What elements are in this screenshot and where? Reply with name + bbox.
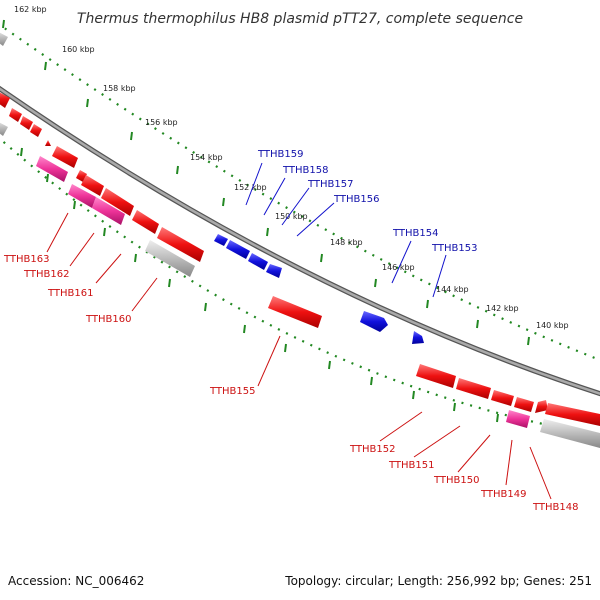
outer-major-tick bbox=[476, 319, 479, 329]
gene-red bbox=[20, 116, 33, 130]
gene-grey bbox=[540, 419, 600, 448]
backbone-ring bbox=[0, 85, 600, 397]
gene-blue bbox=[412, 331, 424, 344]
gene-red bbox=[45, 140, 51, 146]
topology-text: Topology: circular; Length: 256,992 bp; … bbox=[285, 574, 592, 588]
gene-red bbox=[545, 403, 600, 426]
inner-major-tick bbox=[73, 200, 76, 210]
gene-label-tthb163: TTHB163 bbox=[3, 254, 50, 265]
gene-label-tthb148: TTHB148 bbox=[532, 502, 579, 513]
gene-grey bbox=[145, 240, 195, 277]
gene-red bbox=[268, 296, 322, 328]
gene-pink bbox=[68, 184, 96, 208]
outer-major-tick bbox=[222, 197, 225, 207]
gene-blue bbox=[226, 240, 250, 259]
gene-label-tthb156: TTHB156 bbox=[333, 194, 380, 205]
inner-major-tick bbox=[370, 376, 373, 386]
gene-red bbox=[9, 108, 22, 122]
red-gene-labels: TTHB163 TTHB162 TTHB161 TTHB160 TTHB155 … bbox=[3, 254, 579, 513]
gene-red bbox=[157, 227, 204, 262]
gene-blue bbox=[360, 311, 388, 332]
gene-pink bbox=[506, 410, 530, 428]
outer-major-tick bbox=[527, 336, 530, 346]
outer-major-tick bbox=[320, 253, 323, 263]
inner-major-tick bbox=[20, 147, 23, 157]
outer-major-tick bbox=[266, 227, 269, 237]
gene-red bbox=[416, 364, 456, 388]
inner-major-tick bbox=[284, 343, 287, 353]
gene-red bbox=[491, 390, 514, 406]
gene-label-tthb160: TTHB160 bbox=[85, 314, 132, 325]
gene-grey bbox=[0, 122, 8, 136]
tick-label-group: 140 kbp 142 kbp 144 kbp 146 kbp 148 kbp 150 k… bbox=[14, 5, 569, 330]
inner-major-tick bbox=[328, 360, 331, 370]
gene-label-tthb150: TTHB150 bbox=[433, 475, 480, 486]
gene-label-tthb152: TTHB152 bbox=[349, 444, 396, 455]
gene-red bbox=[52, 146, 78, 168]
inner-major-tick bbox=[103, 227, 106, 237]
tick-label: 158 kbp bbox=[103, 84, 136, 93]
gene-label-tthb157: TTHB157 bbox=[307, 179, 354, 190]
gene-label-tthb153: TTHB153 bbox=[431, 243, 478, 254]
map-title: Thermus thermophilus HB8 plasmid pTT27, … bbox=[77, 11, 523, 27]
gene-blue bbox=[214, 234, 228, 246]
gene-label-tthb158: TTHB158 bbox=[282, 165, 329, 176]
gene-red bbox=[132, 210, 159, 234]
gene-red bbox=[101, 188, 134, 216]
gene-label-tthb149: TTHB149 bbox=[480, 489, 527, 500]
blue-gene-labels: TTHB159 TTHB158 TTHB157 TTHB156 TTHB154 … bbox=[257, 149, 478, 254]
tick-label: 154 kbp bbox=[190, 153, 223, 162]
tick-label: 160 kbp bbox=[62, 45, 95, 54]
gene-label-tthb154: TTHB154 bbox=[392, 228, 439, 239]
major-ticks bbox=[2, 19, 593, 443]
outer-major-tick bbox=[130, 131, 133, 141]
outer-major-tick bbox=[426, 299, 429, 309]
gene-red bbox=[81, 175, 104, 196]
outer-major-tick bbox=[176, 165, 179, 175]
gene-red bbox=[535, 400, 548, 413]
gene-pink bbox=[92, 197, 125, 225]
gene-pink bbox=[36, 156, 68, 182]
tick-label: 144 kbp bbox=[436, 285, 469, 294]
inner-major-tick bbox=[412, 390, 415, 400]
tick-label: 142 kbp bbox=[486, 304, 519, 313]
tick-label: 148 kbp bbox=[330, 238, 363, 247]
inner-major-tick bbox=[134, 253, 137, 263]
outer-major-tick bbox=[374, 278, 377, 288]
gene-blue bbox=[248, 253, 268, 270]
inner-major-tick bbox=[243, 324, 246, 334]
red-label-leaders bbox=[46, 212, 552, 500]
tick-label: 162 kbp bbox=[14, 5, 47, 14]
gene-label-tthb162: TTHB162 bbox=[23, 269, 70, 280]
gene-label-tthb159: TTHB159 bbox=[257, 149, 304, 160]
inner-major-tick bbox=[496, 413, 499, 423]
tick-label: 140 kbp bbox=[536, 321, 569, 330]
blue-label-leaders bbox=[245, 162, 447, 298]
gene-grey bbox=[0, 32, 8, 46]
gene-red bbox=[456, 378, 491, 399]
tick-label: 152 kbp bbox=[234, 183, 267, 192]
gene-label-tthb151: TTHB151 bbox=[388, 460, 435, 471]
outer-major-tick bbox=[86, 98, 89, 108]
inner-major-tick bbox=[204, 302, 207, 312]
outer-tick-ring bbox=[0, 23, 600, 362]
outer-major-tick bbox=[44, 61, 47, 71]
gene-label-tthb155: TTHB155 bbox=[209, 386, 256, 397]
gene-red bbox=[514, 397, 534, 412]
inner-major-tick bbox=[46, 173, 49, 183]
inner-major-tick bbox=[453, 402, 456, 412]
gene-label-tthb161: TTHB161 bbox=[47, 288, 94, 299]
gene-red bbox=[30, 124, 42, 137]
gene-red bbox=[0, 92, 10, 108]
outer-major-tick bbox=[2, 19, 5, 29]
tick-label: 150 kbp bbox=[275, 212, 308, 221]
tick-label: 146 kbp bbox=[382, 263, 415, 272]
gene-blue bbox=[266, 264, 282, 278]
accession-text: Accession: NC_006462 bbox=[8, 574, 145, 588]
inner-major-tick bbox=[168, 278, 171, 288]
gene-features bbox=[0, 32, 600, 448]
tick-label: 156 kbp bbox=[145, 118, 178, 127]
